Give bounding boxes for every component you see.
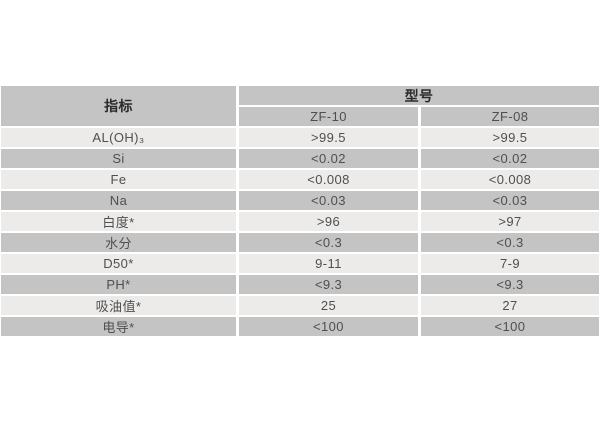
value-cell: <0.03 bbox=[239, 191, 418, 210]
model-column-zf08: ZF-08 bbox=[421, 107, 599, 126]
row-label-cell: Na bbox=[1, 191, 236, 210]
value-cell: >99.5 bbox=[239, 128, 418, 147]
row-label-cell: 吸油值* bbox=[1, 296, 236, 315]
value-cell: <9.3 bbox=[239, 275, 418, 294]
row-label-cell: 电导* bbox=[1, 317, 236, 336]
value-cell: <100 bbox=[421, 317, 599, 336]
product-spec-table: 指标 型号 ZF-10 ZF-08 AL(OH)₃ >99.5 >99.5 Si <0.… bbox=[1, 86, 599, 336]
value-cell: <0.3 bbox=[421, 233, 599, 252]
value-cell: <0.02 bbox=[421, 149, 599, 168]
value-cell: <0.02 bbox=[239, 149, 418, 168]
value-cell: >97 bbox=[421, 212, 599, 231]
row-label-cell: D50* bbox=[1, 254, 236, 273]
value-cell: 9-11 bbox=[239, 254, 418, 273]
row-label-cell: 白度* bbox=[1, 212, 236, 231]
value-cell: >99.5 bbox=[421, 128, 599, 147]
row-label-cell: 水分 bbox=[1, 233, 236, 252]
model-header-cell: 型号 bbox=[239, 86, 599, 105]
indicator-header-cell: 指标 bbox=[1, 86, 236, 126]
row-label-cell: Fe bbox=[1, 170, 236, 189]
value-cell: <0.03 bbox=[421, 191, 599, 210]
row-label-cell: AL(OH)₃ bbox=[1, 128, 236, 147]
value-cell: <0.008 bbox=[239, 170, 418, 189]
value-cell: <0.3 bbox=[239, 233, 418, 252]
value-cell: 7-9 bbox=[421, 254, 599, 273]
model-column-zf10: ZF-10 bbox=[239, 107, 418, 126]
row-label-cell: PH* bbox=[1, 275, 236, 294]
value-cell: <9.3 bbox=[421, 275, 599, 294]
value-cell: 25 bbox=[239, 296, 418, 315]
value-cell: <100 bbox=[239, 317, 418, 336]
value-cell: >96 bbox=[239, 212, 418, 231]
value-cell: <0.008 bbox=[421, 170, 599, 189]
value-cell: 27 bbox=[421, 296, 599, 315]
row-label-cell: Si bbox=[1, 149, 236, 168]
